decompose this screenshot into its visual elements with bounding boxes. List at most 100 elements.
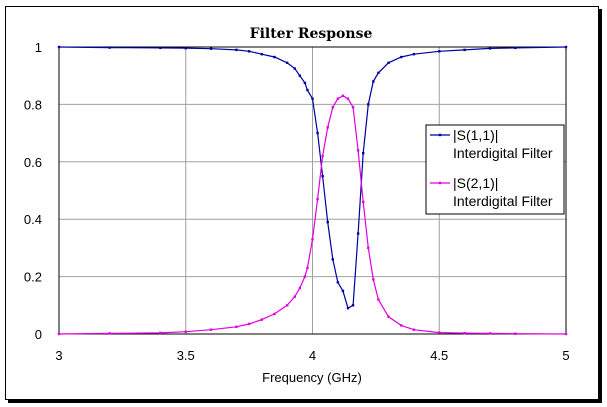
series-2-point xyxy=(346,97,350,100)
series-2-point xyxy=(367,246,370,250)
series-1-point xyxy=(184,46,187,50)
series-1-point xyxy=(331,258,334,261)
series-2-point xyxy=(387,315,390,318)
series-2-point xyxy=(326,126,329,129)
series-1-point xyxy=(356,232,360,235)
x-tick-label: 3.5 xyxy=(177,348,195,363)
legend-label-2: Interdigital Filter xyxy=(453,193,553,209)
series-1-point xyxy=(372,80,375,83)
series-1-point xyxy=(351,304,355,307)
y-tick-label: 0 xyxy=(35,327,42,342)
series-2-point xyxy=(303,275,307,278)
series-1-point xyxy=(321,174,324,178)
series-2-point xyxy=(321,154,324,158)
legend-marker-1 xyxy=(438,133,442,137)
y-tick-label: 0.4 xyxy=(24,212,42,227)
series-line-2 xyxy=(58,95,567,335)
x-axis-label: Frequency (GHz) xyxy=(262,370,362,385)
series-1-point xyxy=(273,55,276,59)
series-2-point xyxy=(362,200,365,204)
chart-title: Filter Response xyxy=(250,26,373,42)
series-1-point xyxy=(285,61,289,64)
series-1-point xyxy=(367,103,370,106)
x-tick-label: 4.5 xyxy=(430,348,448,363)
series-2-point xyxy=(298,286,302,290)
series-2-point xyxy=(293,295,296,298)
series-1-point xyxy=(488,47,492,50)
series-1-point xyxy=(298,74,302,77)
series-2-point xyxy=(412,328,416,331)
series-2-point xyxy=(235,325,238,329)
series-1-point xyxy=(316,131,319,135)
series-1-point xyxy=(341,289,345,293)
series-2-point xyxy=(209,328,213,331)
legend-label-1: |S(1,1)| xyxy=(453,127,498,143)
series-1-point xyxy=(306,88,309,92)
series-2-point xyxy=(260,318,263,321)
series-1-point xyxy=(463,48,466,52)
series-2-point xyxy=(463,331,466,335)
y-axis-ticks: 0 0.2 0.4 0.6 0.8 1 xyxy=(24,40,42,342)
series-2-point xyxy=(341,94,345,97)
legend-marker-2 xyxy=(438,181,442,185)
y-tick-label: 0.6 xyxy=(24,155,42,170)
series-1-point xyxy=(57,45,61,49)
legend-label-2: |S(2,1)| xyxy=(453,175,498,191)
series-1-point xyxy=(293,67,296,70)
series-2-point xyxy=(285,304,289,307)
series-1-point xyxy=(412,52,416,56)
x-tick-label: 3 xyxy=(55,348,62,363)
series-1-point xyxy=(377,71,380,75)
series-1-point xyxy=(260,52,263,56)
series-2-point xyxy=(247,322,251,326)
series-line-1 xyxy=(58,46,567,310)
series-2-point xyxy=(488,332,492,335)
series-2-point xyxy=(438,331,441,334)
series-2-point xyxy=(400,324,403,327)
series-1-point xyxy=(336,281,340,284)
y-tick-label: 1 xyxy=(35,40,42,55)
series-1-point xyxy=(159,46,162,50)
series-1-point xyxy=(247,50,251,53)
series-2-point xyxy=(108,332,111,335)
x-axis-ticks: 3 3.5 4 4.5 5 xyxy=(55,348,569,363)
series-2-point xyxy=(273,312,276,316)
series-2-point xyxy=(356,149,360,152)
series-2-point xyxy=(57,332,61,336)
series-1-point xyxy=(311,97,314,100)
legend-label-1: Interdigital Filter xyxy=(453,145,553,161)
plot-area xyxy=(58,46,567,335)
series-1-point xyxy=(362,151,365,155)
series-1-point xyxy=(235,48,238,52)
series-2-point xyxy=(564,332,568,336)
series-1-point xyxy=(387,61,390,64)
series-2-point xyxy=(372,278,375,281)
series-1-point xyxy=(400,55,403,59)
series-2-point xyxy=(316,197,319,201)
series-1-point xyxy=(564,45,568,49)
series-1-point xyxy=(438,50,441,53)
series-2-point xyxy=(351,106,355,109)
series-1-point xyxy=(108,46,111,49)
legend-box xyxy=(425,124,565,215)
x-tick-label: 4 xyxy=(309,348,316,363)
series-2-point xyxy=(514,332,517,335)
series-2-point xyxy=(336,97,340,100)
y-tick-label: 0.2 xyxy=(24,270,42,285)
series-2-point xyxy=(184,330,187,333)
series-1-point xyxy=(326,220,329,224)
series-2-point xyxy=(311,238,314,241)
y-tick-label: 0.8 xyxy=(24,97,42,112)
series-1-point xyxy=(514,46,517,50)
data-series xyxy=(57,45,568,336)
series-1-point xyxy=(346,306,350,310)
legend: |S(1,1)| Interdigital Filter |S(2,1)| Inter… xyxy=(425,124,565,215)
series-2-point xyxy=(377,298,380,301)
x-tick-label: 5 xyxy=(562,348,569,363)
series-1-point xyxy=(303,81,307,85)
series-2-point xyxy=(331,106,334,109)
series-2-point xyxy=(159,331,162,335)
series-1-point xyxy=(209,47,213,50)
series-2-point xyxy=(306,266,309,270)
